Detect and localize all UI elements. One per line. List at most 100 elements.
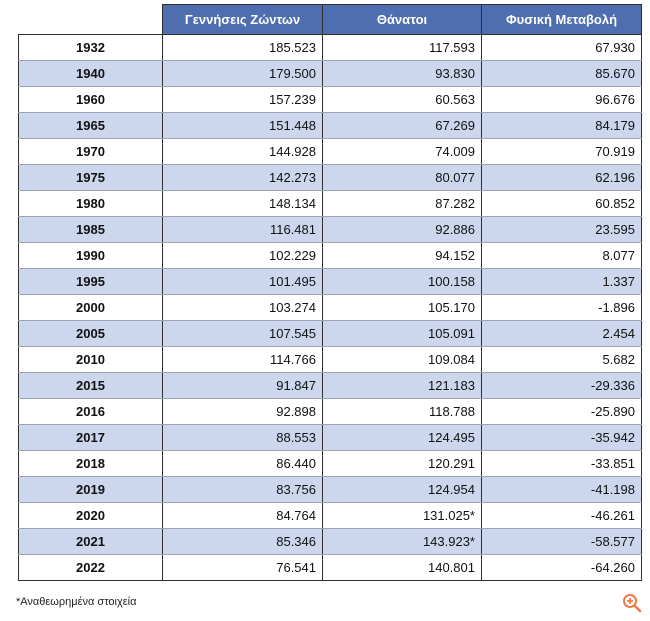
deaths-cell: 143.923*	[322, 528, 482, 555]
births-cell: 101.495	[162, 268, 323, 295]
table-row: 2020 84.764 131.025* -46.261	[18, 502, 642, 529]
natural-change-cell: 85.670	[481, 60, 642, 87]
table-row: 2010 114.766 109.084 5.682	[18, 346, 642, 373]
year-cell: 1965	[18, 112, 163, 139]
births-cell: 116.481	[162, 216, 323, 243]
natural-change-cell: 84.179	[481, 112, 642, 139]
births-cell: 142.273	[162, 164, 323, 191]
births-cell: 185.523	[162, 34, 323, 61]
table-row: 1932 185.523 117.593 67.930	[18, 34, 642, 61]
year-cell: 2020	[18, 502, 163, 529]
births-cell: 86.440	[162, 450, 323, 477]
year-cell: 2018	[18, 450, 163, 477]
deaths-cell: 92.886	[322, 216, 482, 243]
table-row: 1985 116.481 92.886 23.595	[18, 216, 642, 243]
natural-change-cell: 67.930	[481, 34, 642, 61]
births-cell: 76.541	[162, 554, 323, 581]
year-cell: 2017	[18, 424, 163, 451]
table-body: 1932 185.523 117.593 67.930 1940 179.500 93.83…	[18, 34, 642, 581]
year-cell: 1932	[18, 34, 163, 61]
births-cell: 91.847	[162, 372, 323, 399]
table-row: 2005 107.545 105.091 2.454	[18, 320, 642, 347]
year-cell: 1975	[18, 164, 163, 191]
births-cell: 83.756	[162, 476, 323, 503]
header-natural-change: Φυσική Μεταβολή	[481, 4, 642, 35]
year-cell: 2019	[18, 476, 163, 503]
deaths-cell: 94.152	[322, 242, 482, 269]
year-cell: 2016	[18, 398, 163, 425]
deaths-cell: 80.077	[322, 164, 482, 191]
year-cell: 2010	[18, 346, 163, 373]
natural-change-cell: 96.676	[481, 86, 642, 113]
table-header-row: Γεννήσεις Ζώντων Θάνατοι Φυσική Μεταβολή	[18, 4, 642, 35]
table-row: 1990 102.229 94.152 8.077	[18, 242, 642, 269]
table-row: 1940 179.500 93.830 85.670	[18, 60, 642, 87]
natural-change-cell: 60.852	[481, 190, 642, 217]
table-row: 1995 101.495 100.158 1.337	[18, 268, 642, 295]
table-row: 1960 157.239 60.563 96.676	[18, 86, 642, 113]
births-cell: 84.764	[162, 502, 323, 529]
births-cell: 102.229	[162, 242, 323, 269]
year-cell: 1940	[18, 60, 163, 87]
year-cell: 1990	[18, 242, 163, 269]
natural-change-cell: 1.337	[481, 268, 642, 295]
natural-change-cell: 70.919	[481, 138, 642, 165]
header-births: Γεννήσεις Ζώντων	[162, 4, 323, 35]
births-cell: 157.239	[162, 86, 323, 113]
births-cell: 107.545	[162, 320, 323, 347]
natural-change-cell: -46.261	[481, 502, 642, 529]
deaths-cell: 124.495	[322, 424, 482, 451]
natural-change-cell: -33.851	[481, 450, 642, 477]
deaths-cell: 118.788	[322, 398, 482, 425]
deaths-cell: 93.830	[322, 60, 482, 87]
deaths-cell: 121.183	[322, 372, 482, 399]
table-row: 2018 86.440 120.291 -33.851	[18, 450, 642, 477]
natural-change-cell: -58.577	[481, 528, 642, 555]
natural-change-cell: 8.077	[481, 242, 642, 269]
deaths-cell: 74.009	[322, 138, 482, 165]
deaths-cell: 120.291	[322, 450, 482, 477]
natural-change-cell: 23.595	[481, 216, 642, 243]
table-row: 1975 142.273 80.077 62.196	[18, 164, 642, 191]
table-row: 2017 88.553 124.495 -35.942	[18, 424, 642, 451]
natural-change-cell: -64.260	[481, 554, 642, 581]
natural-change-cell: 62.196	[481, 164, 642, 191]
births-cell: 85.346	[162, 528, 323, 555]
births-cell: 179.500	[162, 60, 323, 87]
year-cell: 1995	[18, 268, 163, 295]
header-year	[18, 4, 163, 35]
births-cell: 103.274	[162, 294, 323, 321]
statistics-table-container: Γεννήσεις Ζώντων Θάνατοι Φυσική Μεταβολή…	[18, 4, 642, 581]
deaths-cell: 105.091	[322, 320, 482, 347]
births-cell: 151.448	[162, 112, 323, 139]
natural-change-cell: -35.942	[481, 424, 642, 451]
zoom-in-icon[interactable]	[622, 593, 642, 613]
births-cell: 144.928	[162, 138, 323, 165]
year-cell: 2005	[18, 320, 163, 347]
natural-change-cell: 2.454	[481, 320, 642, 347]
deaths-cell: 60.563	[322, 86, 482, 113]
births-deaths-table: Γεννήσεις Ζώντων Θάνατοι Φυσική Μεταβολή…	[18, 4, 642, 581]
table-row: 1965 151.448 67.269 84.179	[18, 112, 642, 139]
table-row: 2016 92.898 118.788 -25.890	[18, 398, 642, 425]
deaths-cell: 140.801	[322, 554, 482, 581]
table-row: 1970 144.928 74.009 70.919	[18, 138, 642, 165]
year-cell: 1960	[18, 86, 163, 113]
table-row: 1980 148.134 87.282 60.852	[18, 190, 642, 217]
table-row: 2000 103.274 105.170 -1.896	[18, 294, 642, 321]
natural-change-cell: -41.198	[481, 476, 642, 503]
year-cell: 2015	[18, 372, 163, 399]
table-row: 2021 85.346 143.923* -58.577	[18, 528, 642, 555]
natural-change-cell: -29.336	[481, 372, 642, 399]
year-cell: 1985	[18, 216, 163, 243]
deaths-cell: 67.269	[322, 112, 482, 139]
deaths-cell: 105.170	[322, 294, 482, 321]
table-row: 2022 76.541 140.801 -64.260	[18, 554, 642, 581]
deaths-cell: 117.593	[322, 34, 482, 61]
table-row: 2019 83.756 124.954 -41.198	[18, 476, 642, 503]
deaths-cell: 87.282	[322, 190, 482, 217]
births-cell: 88.553	[162, 424, 323, 451]
births-cell: 114.766	[162, 346, 323, 373]
births-cell: 92.898	[162, 398, 323, 425]
natural-change-cell: 5.682	[481, 346, 642, 373]
